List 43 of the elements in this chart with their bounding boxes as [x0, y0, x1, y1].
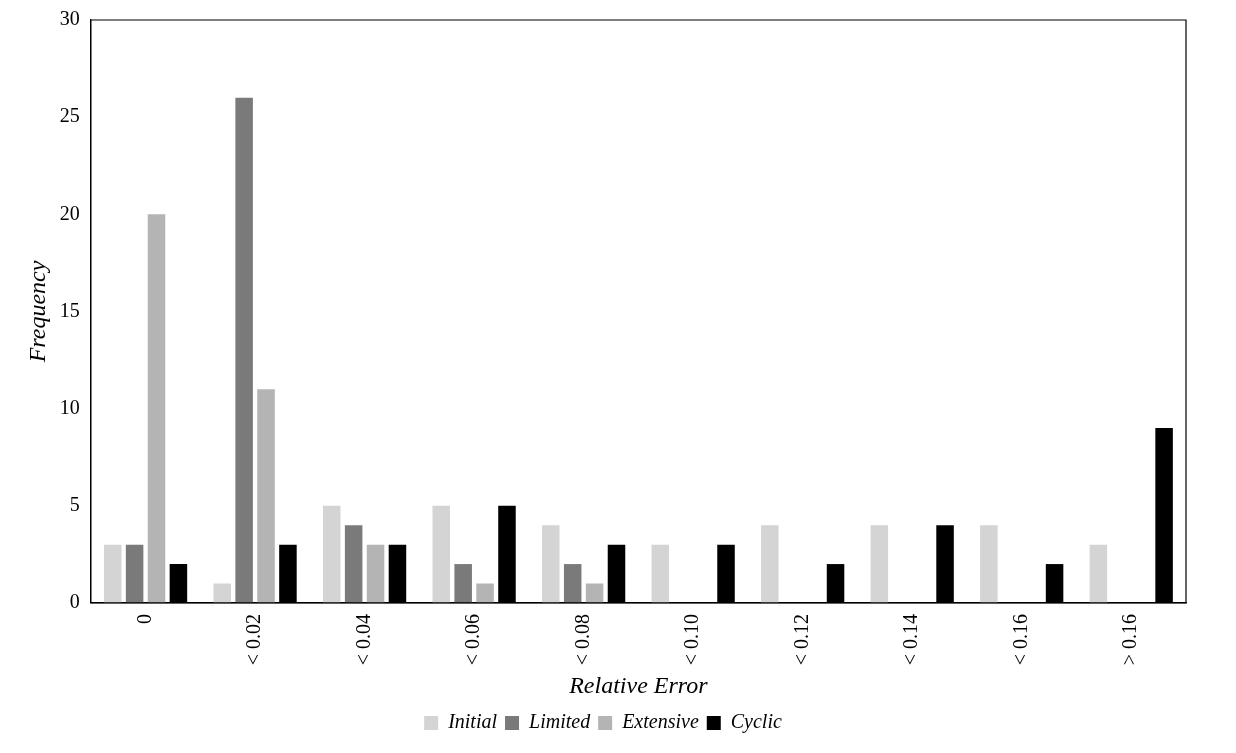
x-tick-label: < 0.14 [899, 613, 922, 666]
bar [322, 505, 341, 603]
x-tick-label: 0 [132, 613, 155, 624]
y-axis-title: Frequency [23, 260, 50, 364]
x-tick-label: < 0.08 [570, 613, 593, 666]
legend-label: Limited [528, 710, 592, 733]
y-tick-label: 20 [59, 201, 80, 224]
bar [563, 564, 582, 603]
bar [125, 544, 144, 603]
bar [870, 525, 889, 603]
bar [257, 389, 275, 603]
y-tick-label: 30 [59, 7, 80, 30]
x-tick-label: < 0.06 [461, 613, 484, 666]
x-tick-label: < 0.10 [680, 613, 703, 666]
legend-label: Cyclic [730, 710, 782, 734]
x-tick-label: < 0.04 [351, 613, 374, 666]
bar [542, 525, 560, 603]
bar [454, 564, 472, 603]
legend-label: Initial [447, 710, 498, 733]
x-tick-label: > 0.16 [1118, 613, 1141, 666]
bar [213, 583, 231, 603]
bar [432, 505, 451, 603]
bar [651, 544, 670, 603]
bar [1089, 544, 1108, 603]
bar [235, 97, 253, 603]
bar [147, 214, 166, 603]
y-tick-label: 25 [59, 104, 80, 127]
legend-label: Extensive [621, 710, 699, 733]
bar [103, 544, 122, 603]
y-tick-label: 0 [69, 590, 80, 613]
bar [344, 525, 363, 603]
bar [585, 583, 604, 603]
bar [476, 583, 494, 603]
x-tick-label: < 0.12 [789, 613, 812, 666]
y-tick-label: 15 [59, 298, 80, 321]
bar [366, 544, 385, 603]
y-tick-label: 5 [69, 493, 80, 516]
x-tick-label: < 0.16 [1008, 613, 1031, 666]
bar [980, 525, 998, 603]
x-tick-label: < 0.02 [242, 613, 265, 666]
y-tick-label: 10 [59, 395, 80, 418]
x-axis-title: Relative Error [568, 671, 709, 698]
bar [761, 525, 779, 603]
